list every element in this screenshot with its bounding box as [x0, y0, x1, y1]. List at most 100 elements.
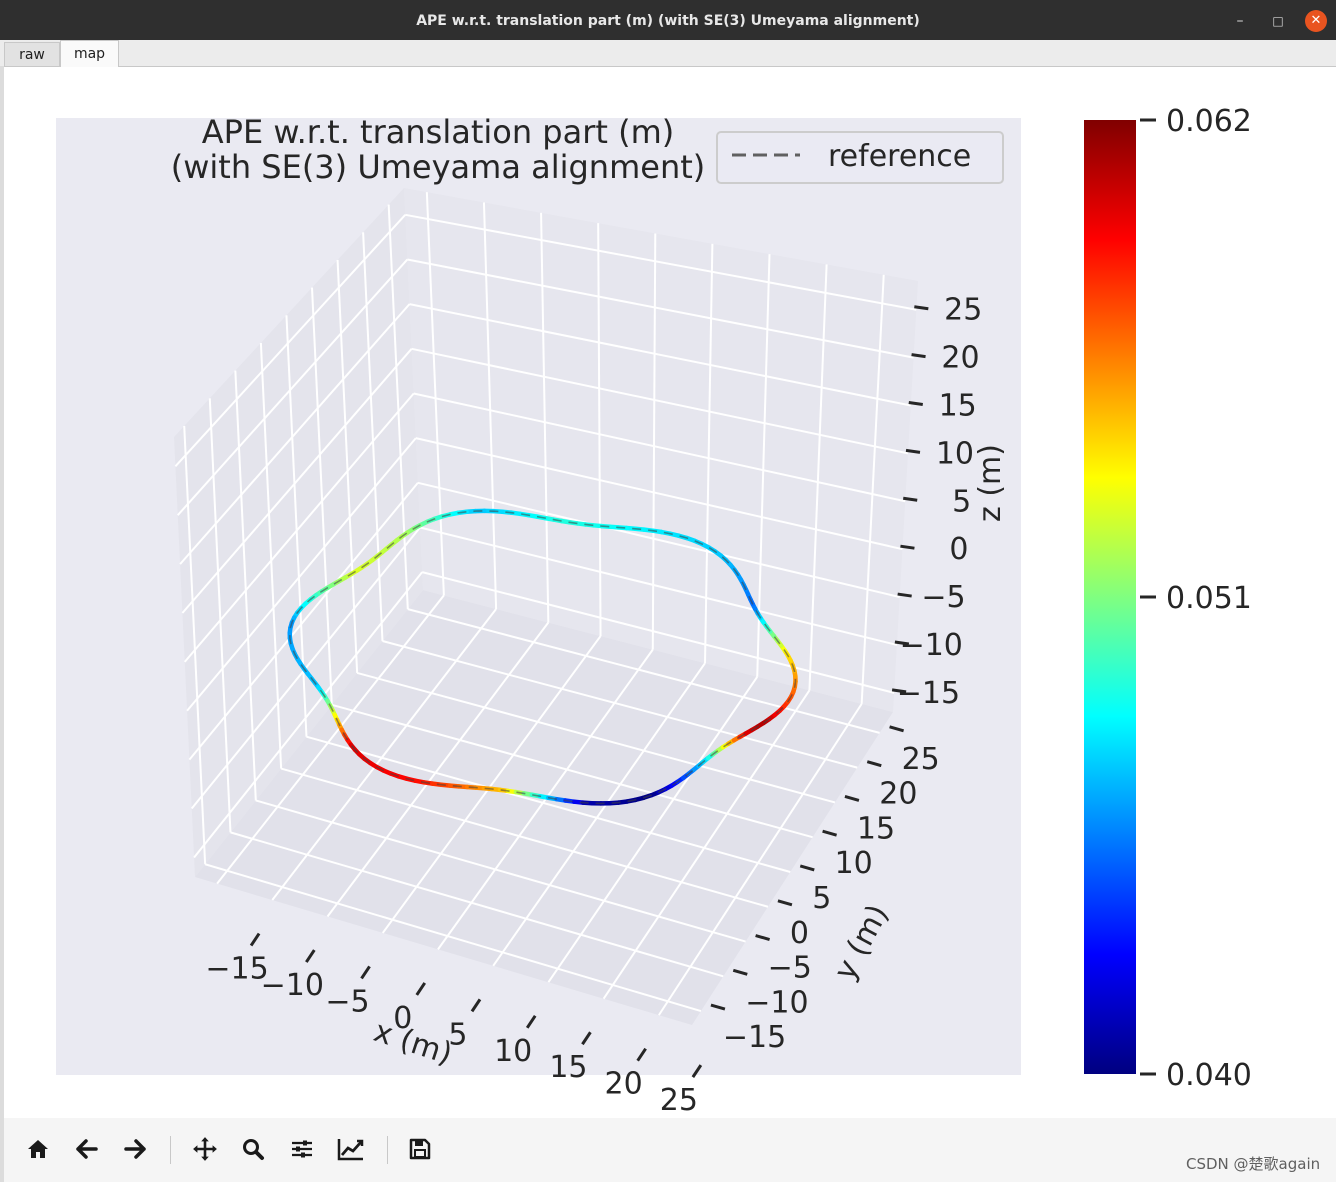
- pan-button[interactable]: [190, 1134, 220, 1164]
- axes-grid: [174, 188, 918, 1025]
- x-tick-label: 10: [494, 1034, 532, 1069]
- left-gridline-y: [336, 259, 359, 673]
- z-tick-label: 15: [939, 389, 977, 424]
- z-tick-mark: [894, 640, 910, 646]
- floor-gridline-y: [280, 767, 769, 908]
- axis-ticks: −15−10 −5 0 5 10 15 20 25−15−10−50510152025−15−…: [205, 293, 982, 1117]
- trajectory-line: [287, 508, 798, 806]
- window-left-edge: [0, 66, 4, 1182]
- floor-gridline-y: [356, 671, 836, 804]
- y-tick-mark: [732, 968, 748, 976]
- x-tick-mark: [249, 932, 261, 947]
- y-tick-label: 15: [857, 811, 895, 846]
- back-gridline-z: [411, 347, 909, 455]
- tab-map[interactable]: map: [60, 40, 119, 67]
- pan-icon: [193, 1137, 217, 1161]
- z-tick-label: 5: [952, 484, 971, 519]
- reference-trajectory: [288, 510, 797, 805]
- forward-button[interactable]: [120, 1134, 150, 1164]
- y-tick-mark: [866, 760, 882, 768]
- z-tick-label: −5: [921, 580, 965, 615]
- x-tick-label: 0: [393, 1001, 412, 1036]
- x-tick-mark: [636, 1047, 647, 1062]
- left-gridline-y: [234, 370, 257, 801]
- left-gridline-y: [387, 204, 409, 610]
- back-gridline-x: [704, 243, 714, 664]
- x-tick-mark: [470, 998, 482, 1013]
- ape-3d-plot[interactable]: −15−10 −5 0 5 10 15 20 25−15−10−50510152025−15−…: [4, 67, 1336, 1117]
- floor-gridline-y: [407, 608, 880, 734]
- close-button[interactable]: ✕: [1305, 10, 1327, 32]
- back-gridline-z: [413, 392, 906, 503]
- back-gridline-x: [482, 202, 498, 610]
- floor-gridline-y: [230, 831, 724, 978]
- back-gridline-z: [419, 526, 898, 646]
- y-tick-label: −10: [745, 985, 808, 1020]
- y-tick-mark: [822, 829, 838, 837]
- z-tick-label: 0: [949, 532, 968, 567]
- floor-gridline-y: [331, 703, 813, 839]
- y-tick-label: 10: [835, 846, 873, 881]
- colorbar: [1084, 120, 1136, 1074]
- y-tick-mark: [889, 725, 905, 733]
- edit-axis-icon: [337, 1139, 364, 1161]
- window-titlebar[interactable]: APE w.r.t. translation part (m) (with SE…: [0, 0, 1336, 40]
- z-tick-mark: [897, 592, 912, 598]
- back-gridline-x: [597, 223, 602, 637]
- back-button[interactable]: [72, 1134, 102, 1164]
- back-gridline-z: [407, 258, 914, 359]
- floor-gridline-y: [306, 735, 791, 873]
- floor-gridline-y: [255, 799, 746, 943]
- y-tick-label: −5: [768, 951, 812, 986]
- x-tick-label: 15: [549, 1050, 587, 1085]
- save-icon: [409, 1138, 431, 1160]
- back-gridline-x: [425, 192, 445, 596]
- back-gridline-z: [421, 571, 895, 694]
- z-tick-mark: [905, 448, 921, 454]
- back-gridline-x: [756, 254, 771, 677]
- x-tick-mark: [525, 1014, 537, 1029]
- z-tick-mark: [891, 688, 907, 694]
- z-tick-mark: [900, 544, 915, 550]
- z-axis-label: z (m): [973, 444, 1008, 522]
- forward-arrow-icon: [124, 1139, 146, 1159]
- plot-title-line2: (with SE(3) Umeyama alignment): [171, 148, 706, 186]
- left-gridline-y: [183, 425, 207, 865]
- x-tick-mark: [581, 1031, 592, 1046]
- floor-gridline-x: [271, 608, 497, 901]
- back-arrow-icon: [76, 1139, 98, 1159]
- y-tick-mark: [777, 899, 793, 907]
- tab-raw[interactable]: raw: [4, 42, 60, 66]
- z-tick-label: 25: [944, 293, 982, 328]
- left-gridline-z: [188, 482, 419, 761]
- z-tick-label: −15: [897, 676, 960, 711]
- home-button[interactable]: [23, 1134, 53, 1164]
- floor-gridline-x: [492, 662, 706, 967]
- left-gridline-z: [174, 214, 407, 468]
- colorbar-ticks: 0.040 0.051 0.062: [1140, 104, 1252, 1093]
- x-tick-label: −5: [325, 984, 369, 1019]
- save-button[interactable]: [405, 1134, 435, 1164]
- back-gridline-z: [409, 303, 911, 407]
- floor-pane: [195, 590, 893, 1025]
- configure-subplots-icon: [292, 1140, 312, 1158]
- z-tick-label: 10: [936, 436, 974, 471]
- y-tick-label: −15: [723, 1020, 786, 1055]
- navigation-toolbar: [4, 1118, 1336, 1182]
- x-tick-mark: [691, 1064, 703, 1078]
- toolbar-separator: [387, 1136, 388, 1164]
- y-tick-label: 20: [879, 777, 917, 812]
- maximize-button[interactable]: □: [1272, 14, 1284, 28]
- floor-gridline-x: [602, 689, 811, 1000]
- floor-gridline-x: [381, 635, 602, 934]
- z-tick-mark: [911, 353, 926, 359]
- legend-label-reference: reference: [828, 139, 971, 174]
- floor-gridline-x: [216, 594, 445, 885]
- edit-axis-button[interactable]: [336, 1134, 366, 1164]
- back-gridline-x: [808, 264, 828, 691]
- zoom-button[interactable]: [238, 1134, 268, 1164]
- figure-canvas[interactable]: −15 −10 −5 0 5 10 15 20 25 −15 −10 −5 0 5 10 15 20 25 −15−…: [4, 67, 1336, 1117]
- configure-subplots-button[interactable]: [287, 1134, 317, 1164]
- home-icon: [28, 1140, 48, 1158]
- minimize-button[interactable]: –: [1236, 13, 1244, 29]
